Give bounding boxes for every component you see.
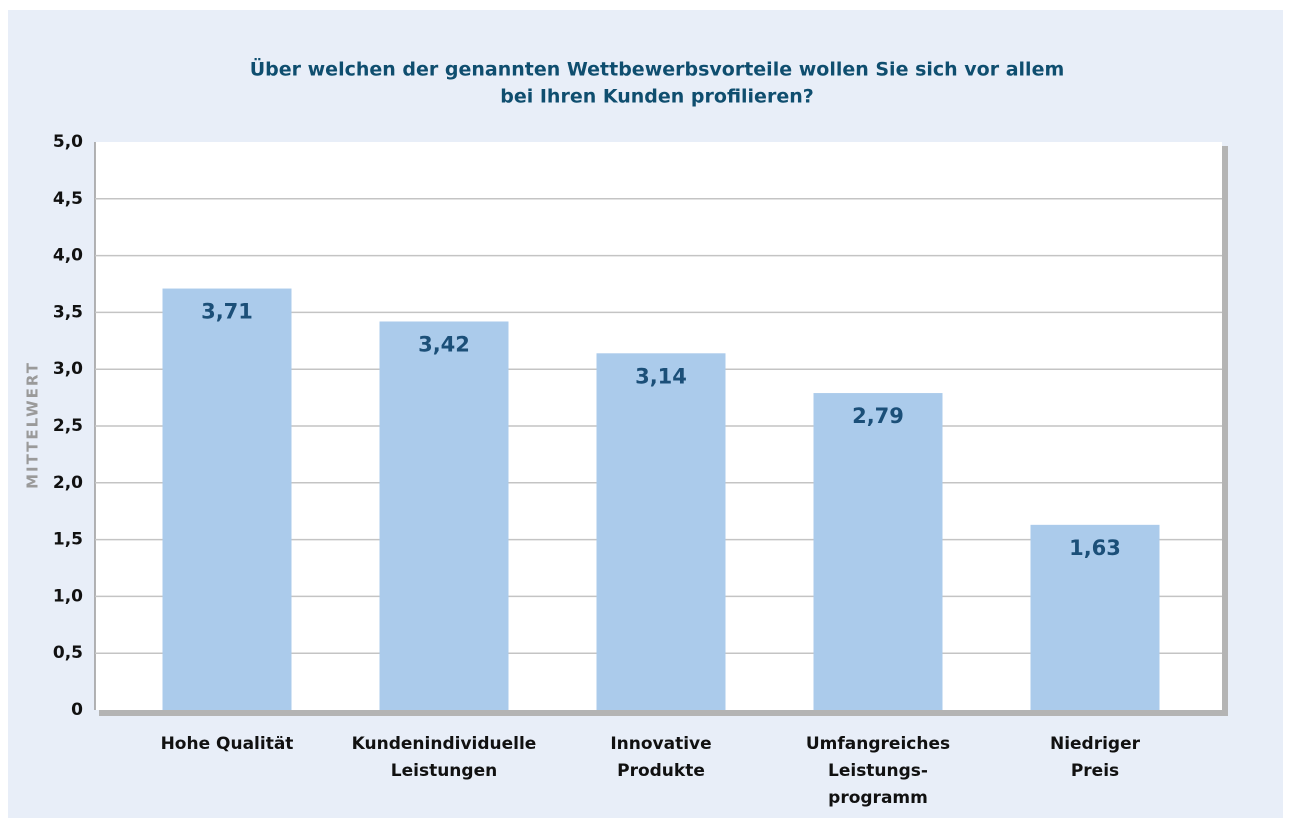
y-tick-label: 0,5	[53, 643, 83, 663]
value-label: 2,79	[852, 404, 904, 428]
x-tick-label: programm	[828, 788, 928, 808]
value-label: 3,14	[635, 364, 687, 388]
y-tick-label: 0	[71, 700, 83, 720]
bar	[596, 353, 726, 710]
y-tick-label: 1,5	[53, 530, 83, 550]
value-label: 3,71	[201, 300, 253, 324]
plot-shadow-bottom	[99, 710, 1228, 716]
y-tick-label: 4,5	[53, 189, 83, 209]
x-tick-label: Leistungs-	[828, 761, 928, 781]
bar	[162, 288, 292, 710]
x-tick-label: Produkte	[617, 761, 705, 781]
x-tick-label: Kundenindividuelle	[352, 734, 537, 754]
x-tick-label: Innovative	[610, 734, 711, 754]
chart-title: bei Ihren Kunden profilieren?	[500, 86, 814, 108]
x-tick-label: Leistungen	[391, 761, 497, 781]
bar	[1030, 524, 1160, 710]
value-label: 3,42	[418, 332, 470, 356]
x-tick-label: Niedriger	[1050, 734, 1141, 754]
x-tick-label: Hohe Qualität	[161, 734, 294, 754]
y-tick-label: 4,0	[53, 246, 83, 266]
y-tick-label: 2,5	[53, 416, 83, 436]
bar	[379, 321, 509, 710]
chart-title: Über welchen der genannten Wettbewerbsvo…	[250, 57, 1065, 81]
bar	[813, 393, 943, 710]
y-tick-label: 2,0	[53, 473, 83, 493]
x-tick-label: Preis	[1071, 761, 1119, 781]
x-tick-label: Umfangreiches	[806, 734, 950, 754]
y-tick-label: 3,0	[53, 359, 83, 379]
y-axis-label: MITTELWERT	[24, 361, 42, 489]
y-tick-label: 1,0	[53, 586, 83, 606]
value-label: 1,63	[1069, 536, 1121, 560]
y-tick-label: 3,5	[53, 302, 83, 322]
plot-shadow-right	[1222, 146, 1228, 716]
y-tick-label: 5,0	[53, 132, 83, 152]
